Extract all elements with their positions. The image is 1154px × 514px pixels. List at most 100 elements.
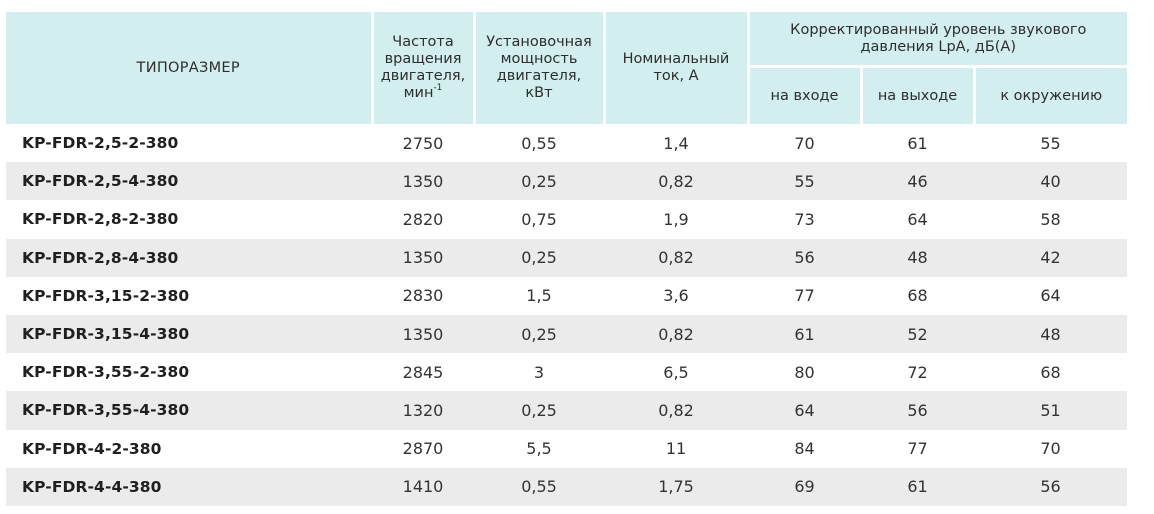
cell-frequency: 1320 — [372, 391, 474, 430]
cell-model: KP-FDR-2,8-4-380 — [6, 238, 372, 277]
header-noise-outlet: на выходе — [861, 65, 976, 124]
cell-power: 0,25 — [474, 314, 604, 354]
cell-noise-outlet: 48 — [861, 238, 974, 277]
header-model: ТИПОРАЗМЕР — [6, 12, 374, 124]
cell-noise-environment: 56 — [974, 467, 1128, 506]
cell-noise-outlet: 56 — [861, 391, 974, 430]
cell-power: 5,5 — [474, 429, 604, 468]
cell-frequency: 2870 — [372, 429, 474, 468]
cell-noise-inlet: 61 — [748, 314, 861, 354]
cell-current: 0,82 — [604, 238, 748, 277]
cell-noise-environment: 55 — [974, 124, 1128, 163]
cell-power: 1,5 — [474, 276, 604, 315]
header-power: Установочная мощность двигателя, кВт — [474, 12, 606, 124]
cell-noise-environment: 70 — [974, 429, 1128, 468]
header-power-line2: мощность — [500, 51, 578, 67]
cell-current: 6,5 — [604, 353, 748, 392]
cell-model: KP-FDR-4-2-380 — [6, 429, 372, 468]
cell-frequency: 1410 — [372, 467, 474, 506]
cell-noise-inlet: 84 — [748, 429, 861, 468]
header-noise-line1: Корректированный уровень звукового — [790, 21, 1087, 38]
cell-noise-inlet: 77 — [748, 276, 861, 315]
header-frequency-line3: двигателя, — [380, 68, 466, 84]
header-noise-environment: к окружению — [974, 65, 1128, 124]
cell-current: 3,6 — [604, 276, 748, 315]
cell-noise-outlet: 68 — [861, 276, 974, 315]
cell-model: KP-FDR-4-4-380 — [6, 467, 372, 506]
table-row: KP-FDR-2,5-2-380 2750 0,55 1,4 70 61 55 — [6, 124, 1128, 163]
cell-noise-inlet: 64 — [748, 391, 861, 430]
cell-noise-environment: 48 — [974, 314, 1128, 354]
cell-frequency: 2845 — [372, 353, 474, 392]
table-row: KP-FDR-3,15-4-380 1350 0,25 0,82 61 52 4… — [6, 314, 1128, 354]
cell-frequency: 2820 — [372, 200, 474, 239]
header-current-line2: ток, А — [653, 68, 699, 84]
cell-frequency: 1350 — [372, 162, 474, 201]
cell-noise-environment: 58 — [974, 200, 1128, 239]
cell-noise-outlet: 72 — [861, 353, 974, 392]
header-current-line1: Номинальный — [622, 51, 730, 67]
cell-model: KP-FDR-3,15-4-380 — [6, 314, 372, 354]
table-row: KP-FDR-2,5-4-380 1350 0,25 0,82 55 46 40 — [6, 162, 1128, 201]
cell-current: 1,75 — [604, 467, 748, 506]
table-row: KP-FDR-2,8-4-380 1350 0,25 0,82 56 48 42 — [6, 238, 1128, 277]
header-frequency-line2: вращения — [384, 51, 462, 67]
spec-table: ТИПОРАЗМЕР Частота вращения двигателя, м… — [6, 12, 1128, 506]
cell-noise-outlet: 46 — [861, 162, 974, 201]
cell-noise-outlet: 77 — [861, 429, 974, 468]
cell-noise-environment: 68 — [974, 353, 1128, 392]
cell-noise-environment: 64 — [974, 276, 1128, 315]
cell-model: KP-FDR-2,8-2-380 — [6, 200, 372, 239]
table-body: KP-FDR-2,5-2-380 2750 0,55 1,4 70 61 55 … — [6, 124, 1128, 506]
cell-current: 1,4 — [604, 124, 748, 163]
header-frequency-sup: -1 — [433, 83, 443, 94]
cell-power: 0,25 — [474, 391, 604, 430]
header-power-line3: двигателя, — [496, 68, 582, 84]
cell-noise-outlet: 61 — [861, 124, 974, 163]
cell-power: 0,25 — [474, 238, 604, 277]
cell-noise-inlet: 73 — [748, 200, 861, 239]
table-header: ТИПОРАЗМЕР Частота вращения двигателя, м… — [6, 12, 1128, 124]
cell-noise-inlet: 55 — [748, 162, 861, 201]
header-frequency-line1: Частота — [392, 34, 454, 50]
cell-current: 0,82 — [604, 314, 748, 354]
cell-power: 3 — [474, 353, 604, 392]
header-power-line4: кВт — [525, 85, 553, 101]
header-noise-line2: давления LpA, дБ(А) — [860, 38, 1017, 55]
header-current: Номинальный ток, А — [604, 12, 750, 124]
cell-current: 0,82 — [604, 162, 748, 201]
table-row: KP-FDR-3,55-2-380 2845 3 6,5 80 72 68 — [6, 353, 1128, 392]
cell-current: 0,82 — [604, 391, 748, 430]
cell-noise-outlet: 61 — [861, 467, 974, 506]
cell-power: 0,55 — [474, 124, 604, 163]
cell-current: 1,9 — [604, 200, 748, 239]
cell-noise-outlet: 52 — [861, 314, 974, 354]
cell-model: KP-FDR-3,55-2-380 — [6, 353, 372, 392]
cell-noise-environment: 51 — [974, 391, 1128, 430]
cell-model: KP-FDR-2,5-2-380 — [6, 124, 372, 163]
cell-noise-inlet: 70 — [748, 124, 861, 163]
cell-noise-outlet: 64 — [861, 200, 974, 239]
header-power-line1: Установочная — [486, 34, 592, 50]
cell-noise-environment: 42 — [974, 238, 1128, 277]
cell-model: KP-FDR-3,15-2-380 — [6, 276, 372, 315]
cell-frequency: 2830 — [372, 276, 474, 315]
table-row: KP-FDR-2,8-2-380 2820 0,75 1,9 73 64 58 — [6, 200, 1128, 239]
cell-model: KP-FDR-2,5-4-380 — [6, 162, 372, 201]
header-frequency: Частота вращения двигателя, мин-1 — [372, 12, 476, 124]
header-noise-inlet: на входе — [748, 65, 863, 124]
cell-noise-inlet: 69 — [748, 467, 861, 506]
cell-power: 0,75 — [474, 200, 604, 239]
cell-noise-inlet: 56 — [748, 238, 861, 277]
header-frequency-unit: мин — [403, 85, 434, 101]
table-row: KP-FDR-4-4-380 1410 0,55 1,75 69 61 56 — [6, 467, 1128, 506]
table-row: KP-FDR-3,15-2-380 2830 1,5 3,6 77 68 64 — [6, 276, 1128, 315]
cell-frequency: 1350 — [372, 314, 474, 354]
cell-frequency: 1350 — [372, 238, 474, 277]
cell-power: 0,55 — [474, 467, 604, 506]
cell-current: 11 — [604, 429, 748, 468]
cell-power: 0,25 — [474, 162, 604, 201]
table-row: KP-FDR-4-2-380 2870 5,5 11 84 77 70 — [6, 429, 1128, 468]
cell-noise-environment: 40 — [974, 162, 1128, 201]
cell-model: KP-FDR-3,55-4-380 — [6, 391, 372, 430]
